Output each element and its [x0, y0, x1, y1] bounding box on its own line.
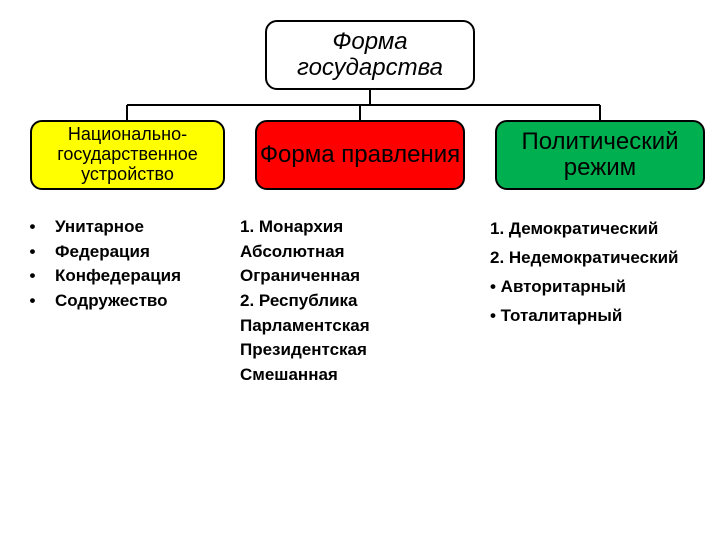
root-label: Форма государства [267, 29, 473, 82]
list-item: 1. Монархия [240, 215, 460, 240]
child-label-structure: Национально-государственное устройство [32, 125, 223, 184]
list-item: 1. Демократический [490, 215, 715, 244]
list-item: Федерация [55, 240, 235, 265]
col-mid-items: 1. Монархия Абсолютная Ограниченная 2. Р… [240, 215, 460, 387]
list-item: • Тоталитарный [490, 302, 715, 331]
child-node-government: Форма правления [255, 120, 465, 190]
list-item: 2. Республика [240, 289, 460, 314]
bullet: • [20, 215, 45, 240]
child-label-regime: Политический режим [497, 129, 703, 182]
col-left-bullets: • • • • [20, 215, 45, 314]
bullet: • [20, 289, 45, 314]
list-item: Президентская [240, 338, 460, 363]
list-item: Смешанная [240, 363, 460, 388]
child-node-regime: Политический режим [495, 120, 705, 190]
root-node: Форма государства [265, 20, 475, 90]
list-item: Парламентская [240, 314, 460, 339]
list-item: 2. Недемократический [490, 244, 715, 273]
list-item: Конфедерация [55, 264, 235, 289]
list-item: Абсолютная [240, 240, 460, 265]
list-item: Содружество [55, 289, 235, 314]
list-item: • Авторитарный [490, 273, 715, 302]
list-item: Ограниченная [240, 264, 460, 289]
list-item: Унитарное [55, 215, 235, 240]
col-left-items: Унитарное Федерация Конфедерация Содруже… [55, 215, 235, 314]
bullet: • [20, 264, 45, 289]
child-node-structure: Национально-государственное устройство [30, 120, 225, 190]
col-right-items: 1. Демократический 2. Недемократический … [490, 215, 715, 331]
child-label-government: Форма правления [260, 142, 460, 168]
bullet: • [20, 240, 45, 265]
